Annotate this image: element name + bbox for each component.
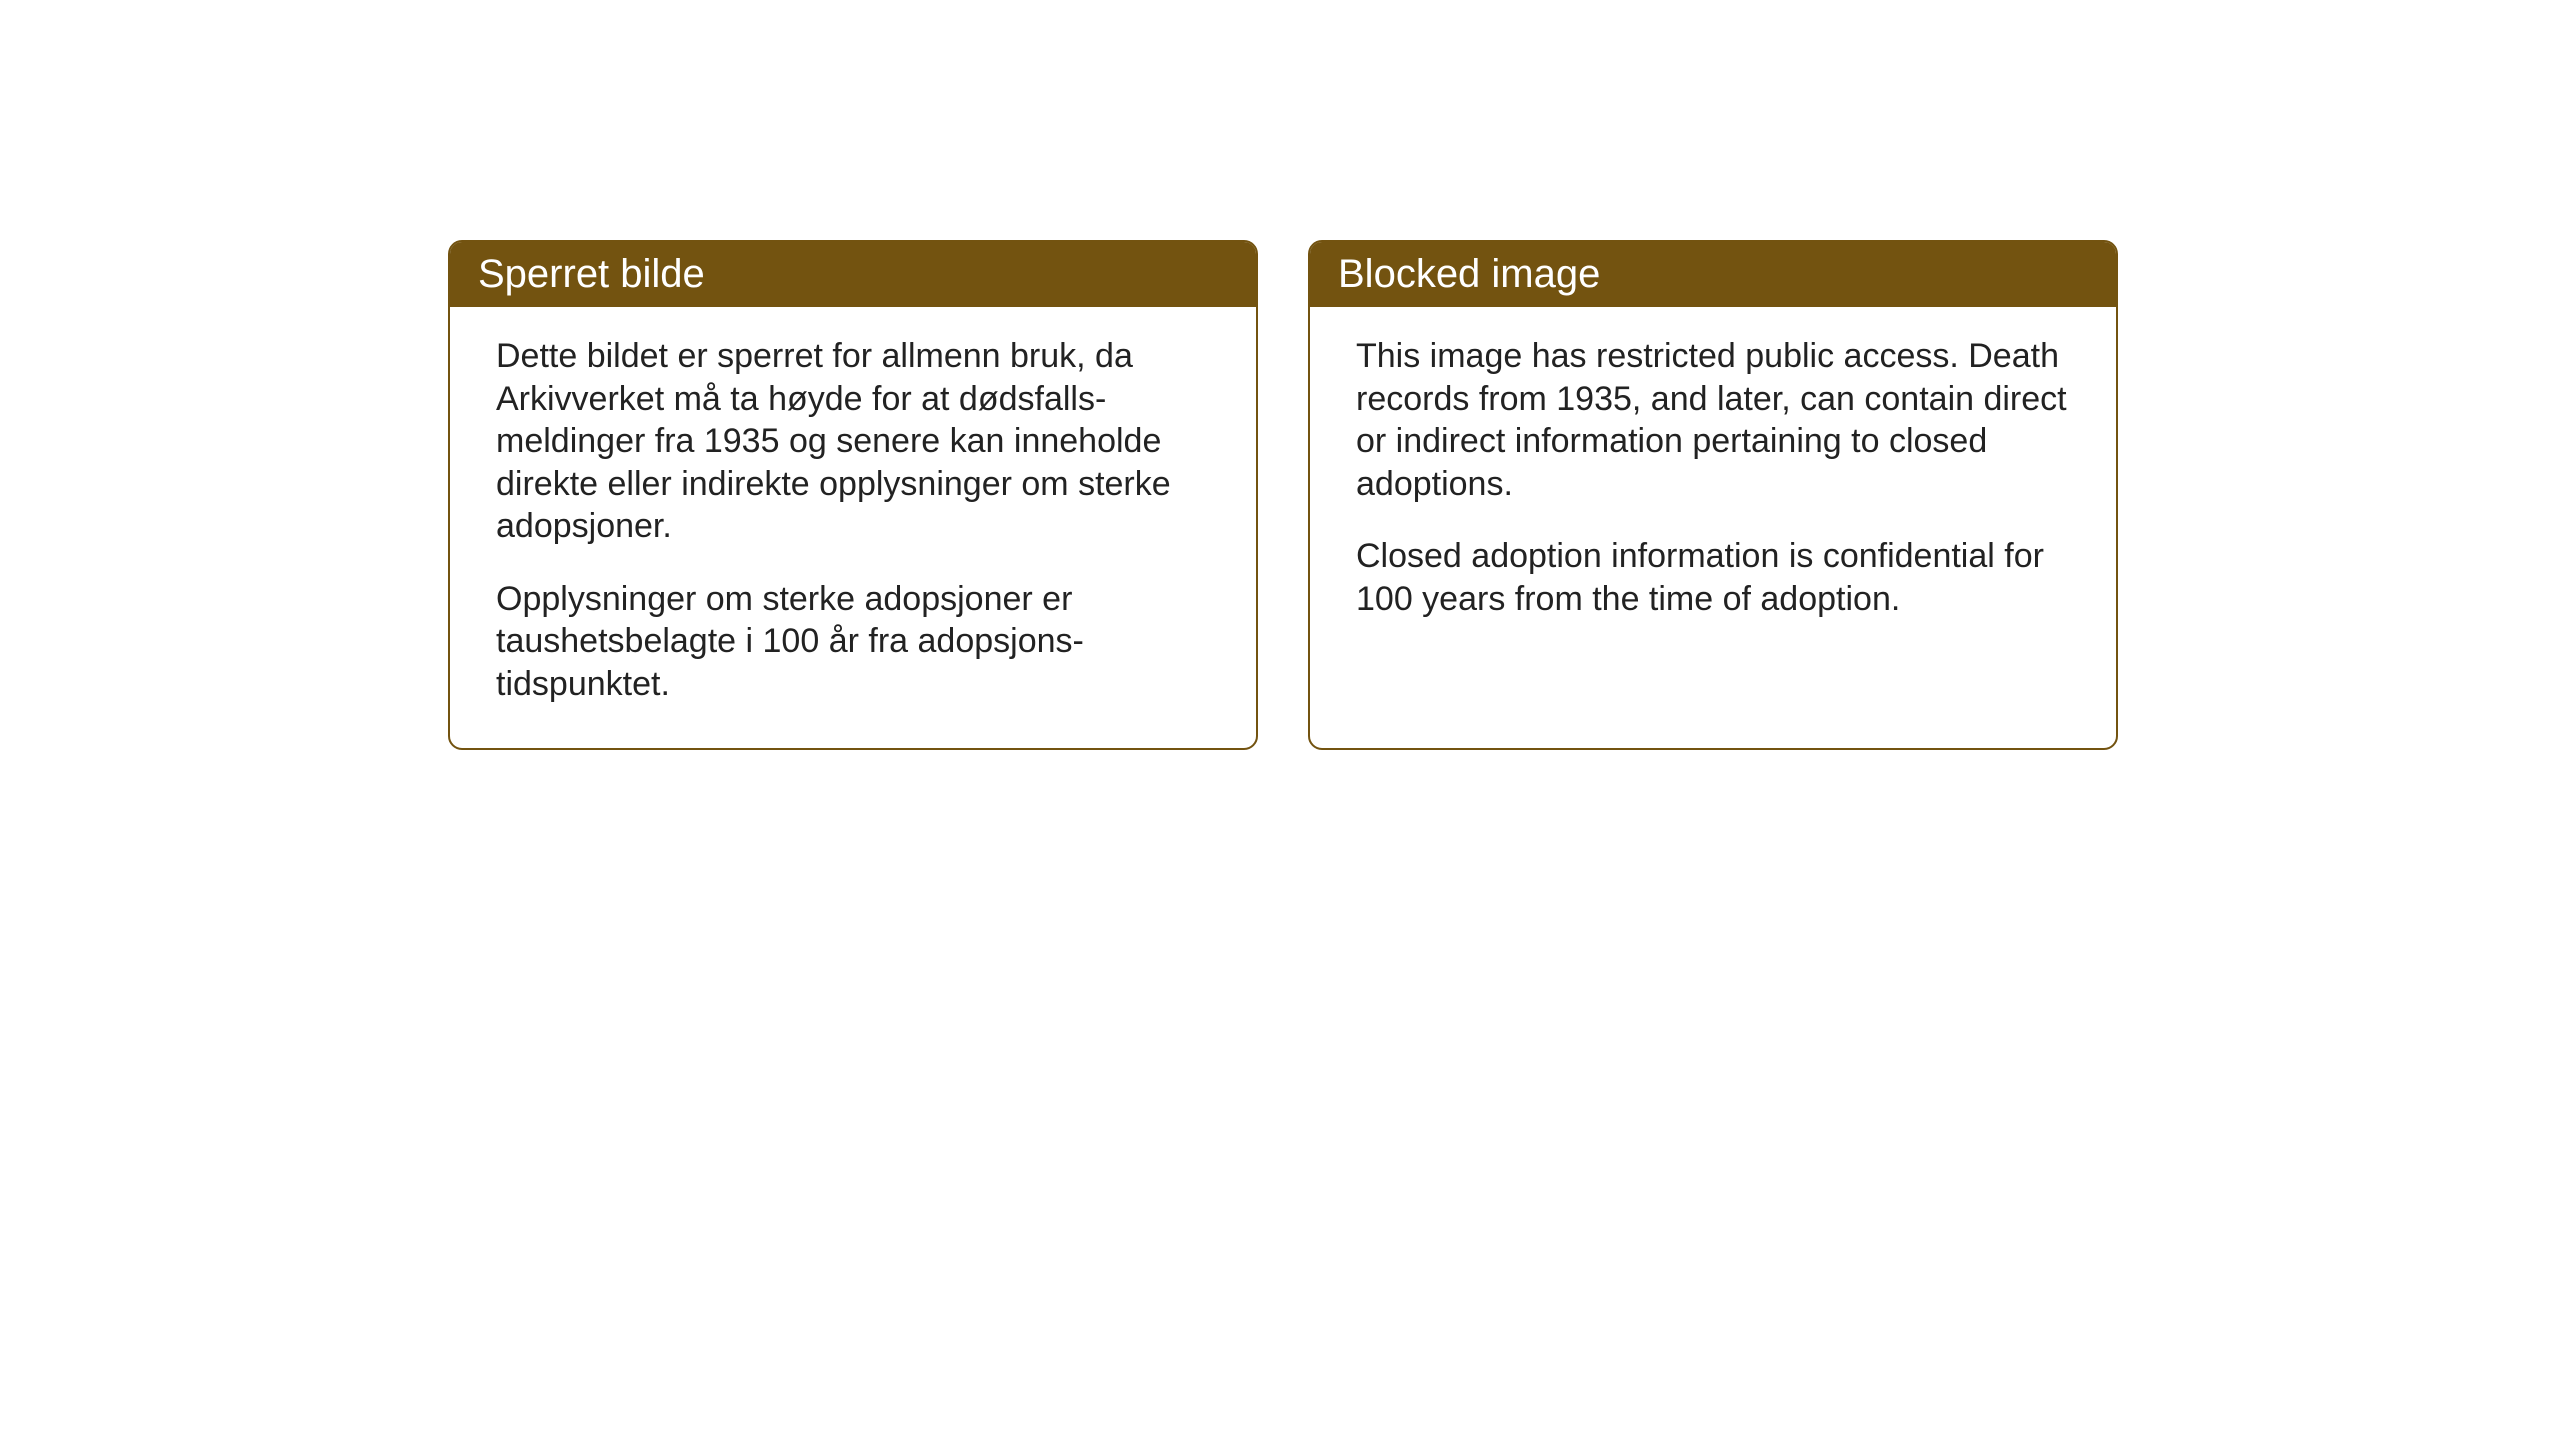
cards-container: Sperret bilde Dette bildet er sperret fo… <box>0 0 2560 750</box>
norwegian-card-body: Dette bildet er sperret for allmenn bruk… <box>450 307 1256 741</box>
english-card: Blocked image This image has restricted … <box>1308 240 2118 750</box>
english-card-title: Blocked image <box>1338 252 1600 296</box>
norwegian-paragraph-2: Opplysninger om sterke adopsjoner er tau… <box>496 578 1210 706</box>
norwegian-card: Sperret bilde Dette bildet er sperret fo… <box>448 240 1258 750</box>
norwegian-card-title: Sperret bilde <box>478 252 705 296</box>
english-paragraph-1: This image has restricted public access.… <box>1356 335 2070 505</box>
english-card-header: Blocked image <box>1310 242 2116 307</box>
english-paragraph-2: Closed adoption information is confident… <box>1356 535 2070 620</box>
norwegian-paragraph-1: Dette bildet er sperret for allmenn bruk… <box>496 335 1210 548</box>
english-card-body: This image has restricted public access.… <box>1310 307 2116 656</box>
norwegian-card-header: Sperret bilde <box>450 242 1256 307</box>
